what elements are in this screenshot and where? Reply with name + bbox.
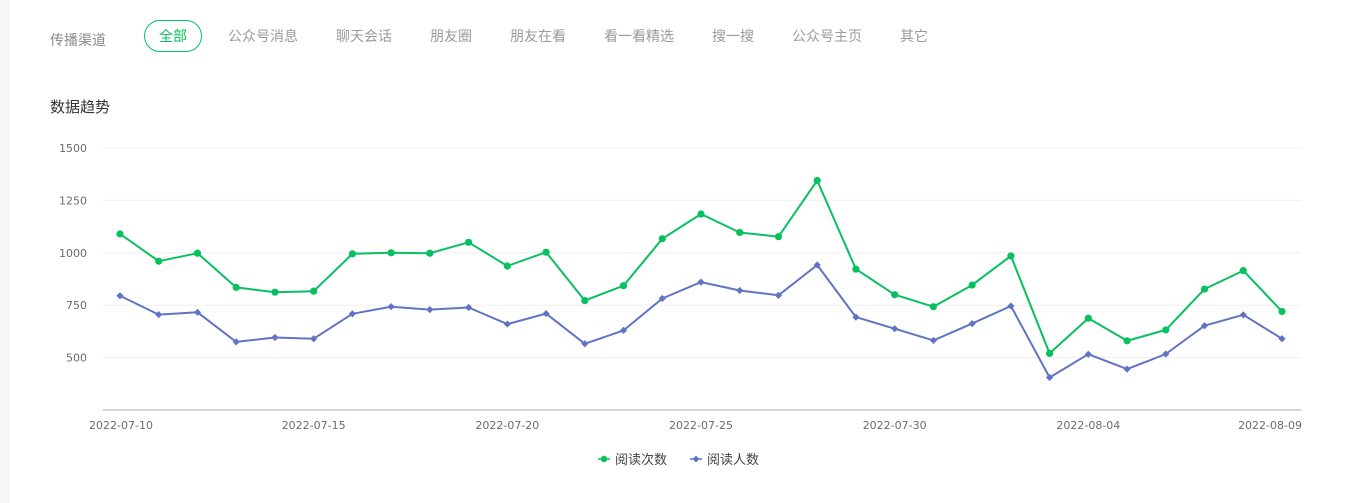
series-1-point (1123, 337, 1131, 345)
tab-friends-watching[interactable]: 朋友在看 (510, 29, 566, 45)
series-2-point (1162, 350, 1170, 358)
y-tick-label: 1250 (59, 194, 87, 207)
series-1-point (232, 283, 240, 291)
series-2-point (1046, 373, 1054, 382)
legend-label-2: 阅读人数 (707, 453, 759, 468)
x-tick-label: 2022-07-20 (475, 419, 539, 432)
tab-other[interactable]: 其它 (900, 29, 928, 45)
series-2-point (619, 326, 628, 334)
series-2-point (1200, 322, 1209, 330)
series-2-point (193, 308, 202, 316)
series-1-point (852, 265, 860, 273)
series-1-point (774, 233, 783, 241)
series-1-point (155, 257, 163, 265)
series-2-point (929, 336, 937, 345)
tab-moments[interactable]: 朋友圈 (430, 29, 472, 45)
series-2-point (348, 310, 356, 318)
left-panel-strip (0, 0, 10, 503)
x-axis-ticks: 2022-07-10 2022-07-15 2022-07-20 2022-07-25… (89, 419, 1302, 432)
y-tick-label: 750 (66, 299, 87, 312)
series-2-point (1239, 311, 1247, 319)
channel-filter-label: 传播渠道 (50, 33, 106, 49)
tab-chat-session[interactable]: 聊天会话 (336, 29, 392, 45)
legend-marker-2 (692, 455, 700, 463)
series-1-point (736, 228, 744, 237)
series-1-point (968, 281, 976, 289)
series-2-point (658, 294, 666, 303)
series-1-point (658, 235, 666, 243)
legend-label-1: 阅读次数 (615, 452, 667, 468)
x-tick-label: 2022-07-25 (669, 419, 733, 432)
series-1-point (310, 287, 318, 295)
series-2-point (1084, 350, 1092, 358)
series-2-point (465, 303, 473, 312)
series-1-point (1200, 285, 1209, 293)
series-2-point (1123, 365, 1131, 373)
series-1-point (465, 238, 473, 246)
series-1-point (1007, 252, 1015, 260)
x-tick-label: 2022-08-09 (1238, 419, 1302, 432)
series-2-point (1278, 335, 1286, 343)
series-2-point (232, 338, 240, 346)
series-1-point (581, 296, 589, 305)
series-2-point (774, 291, 783, 299)
series-2-point (581, 340, 589, 348)
section-title: 数据趋势 (50, 98, 111, 116)
x-tick-label: 2022-08-04 (1056, 419, 1120, 432)
series-line-1 (119, 179, 1283, 355)
series-1-point (1046, 349, 1054, 358)
chart-legend: 阅读次数 阅读人数 (598, 452, 759, 468)
tab-top-stories[interactable]: 看一看精选 (604, 29, 674, 45)
x-tick-label: 2022-07-15 (282, 419, 346, 432)
series-1-point (542, 248, 550, 256)
series-2-point (736, 286, 744, 295)
x-tick-label: 2022-07-30 (863, 419, 927, 432)
series-1-point (891, 291, 899, 299)
series-1-point (387, 249, 395, 257)
series-2-point (697, 278, 705, 286)
series-2-point (852, 313, 860, 321)
series-2-point (116, 292, 124, 300)
chart-grid (103, 147, 1301, 411)
series-2-point (426, 306, 434, 314)
series-2-point (310, 335, 318, 343)
series-1-point (426, 249, 434, 257)
series-2-point (271, 333, 279, 342)
series-2-point (503, 320, 511, 328)
channel-filter-bar: 传播渠道 全部 公众号消息 聊天会话 朋友圈 朋友在看 看一看精选 搜一搜 公众… (50, 20, 966, 52)
y-axis-ticks: 500 750 1000 1250 1500 (59, 142, 87, 365)
series-1-point (271, 288, 279, 296)
chart-series (116, 176, 1286, 382)
series-1-point (116, 230, 124, 238)
series-1-point (1084, 314, 1092, 322)
tab-official-message[interactable]: 公众号消息 (228, 29, 298, 45)
series-1-point (813, 176, 821, 185)
series-1-point (348, 250, 356, 258)
tab-all[interactable]: 全部 (144, 20, 202, 52)
series-1-point (1239, 267, 1247, 275)
tab-account-homepage[interactable]: 公众号主页 (792, 29, 862, 45)
y-tick-label: 500 (66, 352, 87, 365)
series-1-point (503, 262, 511, 270)
legend-marker-1 (600, 455, 608, 463)
series-2-point (1007, 302, 1015, 310)
series-1-point (697, 210, 705, 218)
series-1-point (929, 303, 938, 311)
series-2-point (155, 311, 163, 319)
series-1-point (619, 282, 628, 290)
series-1-point (193, 249, 202, 257)
series-2-point (542, 309, 550, 318)
tab-search[interactable]: 搜一搜 (712, 29, 754, 45)
y-tick-label: 1000 (59, 247, 87, 260)
series-2-point (813, 261, 821, 269)
series-2-point (387, 303, 395, 311)
series-1-point (1162, 326, 1170, 334)
series-1-point (1278, 307, 1286, 316)
series-2-point (968, 320, 976, 328)
y-tick-label: 1500 (59, 142, 87, 155)
series-2-point (891, 325, 899, 333)
x-tick-label: 2022-07-10 (89, 419, 153, 432)
